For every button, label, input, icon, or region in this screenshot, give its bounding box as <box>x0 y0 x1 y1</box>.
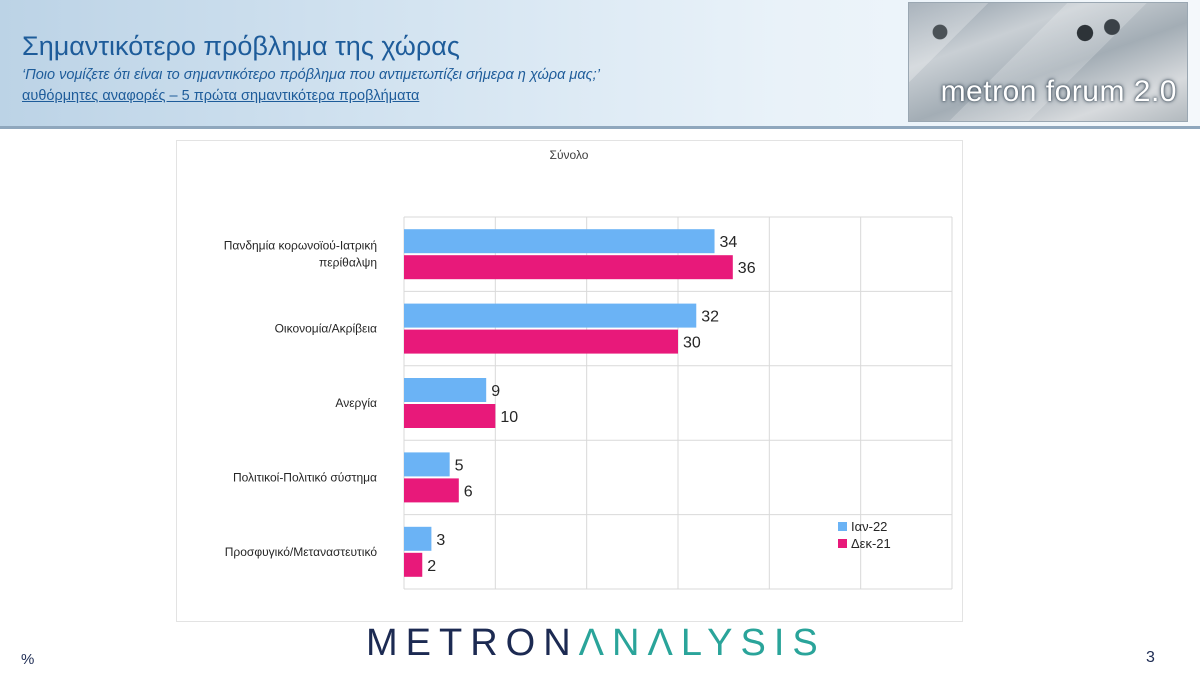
data-label: 2 <box>427 558 436 575</box>
data-label: 10 <box>500 409 518 426</box>
category-label-line: Ανεργία <box>335 396 377 410</box>
bar-series1 <box>404 526 432 551</box>
bar-series2 <box>404 329 678 354</box>
page-number: 3 <box>1146 649 1155 666</box>
subnote: αυθόρμητες αναφορές – 5 πρώτα σημαντικότ… <box>22 88 420 104</box>
category-label-line: Οικονομία/Ακρίβεια <box>275 322 377 336</box>
category-label-line: Πανδημία κορωνοϊού-Ιατρική <box>224 239 377 253</box>
legend-label: Ιαν-22 <box>851 519 887 534</box>
category-label: Ανεργία <box>335 396 377 410</box>
bar-chart: Σύνολο Πανδημία κορωνοϊού-Ιατρική περίθαλψ… <box>224 148 953 590</box>
bar-series1 <box>404 229 715 254</box>
logo-photo-figures <box>1049 9 1139 69</box>
data-label: 6 <box>464 483 473 500</box>
logo-text: metron forum 2.0 <box>940 75 1177 108</box>
question-subtitle: ‘Ποιο νομίζετε ότι είναι το σημαντικότερ… <box>22 67 600 83</box>
category-label: Πολιτικοί-Πολιτικό σύστημα <box>233 470 377 484</box>
category-label-line: Προσφυγικό/Μεταναστευτικό <box>225 545 378 559</box>
logo-word-metron: METRON <box>366 622 579 664</box>
bar-series2 <box>404 552 423 577</box>
category-label: Πανδημία κορωνοϊού-Ιατρική περίθαλψη <box>224 239 377 270</box>
category-label: Οικονομία/Ακρίβεια <box>275 322 377 336</box>
bar-series1 <box>404 378 487 402</box>
category-label-line: Πολιτικοί-Πολιτικό σύστημα <box>233 470 377 484</box>
data-label: 30 <box>683 335 701 352</box>
bar-series2 <box>404 404 496 428</box>
bar-series2 <box>404 255 733 280</box>
data-label: 34 <box>720 234 738 251</box>
bar-series1 <box>404 452 450 477</box>
legend-label: Δεκ-21 <box>851 536 891 551</box>
legend-swatch <box>838 522 847 531</box>
category-label-line: περίθαλψη <box>319 256 377 270</box>
data-label: 9 <box>491 383 500 400</box>
data-label: 3 <box>436 532 445 549</box>
legend-swatch <box>838 539 847 548</box>
data-label: 32 <box>701 309 719 326</box>
logo-word-analysis: ΛNΛLYSIS <box>578 622 826 664</box>
chart-frame: Σύνολο Πανδημία κορωνοϊού-Ιατρική περίθαλψ… <box>176 140 963 622</box>
metron-analysis-logo: METRONΛNΛLYSIS <box>366 624 826 662</box>
data-label: 5 <box>455 457 464 474</box>
category-label: Προσφυγικό/Μεταναστευτικό <box>225 545 378 559</box>
unit-percent: % <box>21 651 35 668</box>
chart-title: Σύνολο <box>550 148 589 162</box>
logo-photo-detail <box>915 7 965 57</box>
bar-series2 <box>404 478 459 503</box>
page-title: Σημαντικότερο πρόβλημα της χώρας <box>22 31 460 61</box>
data-label: 36 <box>738 260 756 277</box>
bar-series1 <box>404 303 697 328</box>
metron-forum-logo: metron forum 2.0 <box>908 2 1188 122</box>
header: Σημαντικότερο πρόβλημα της χώρας ‘Ποιο ν… <box>0 0 1200 129</box>
